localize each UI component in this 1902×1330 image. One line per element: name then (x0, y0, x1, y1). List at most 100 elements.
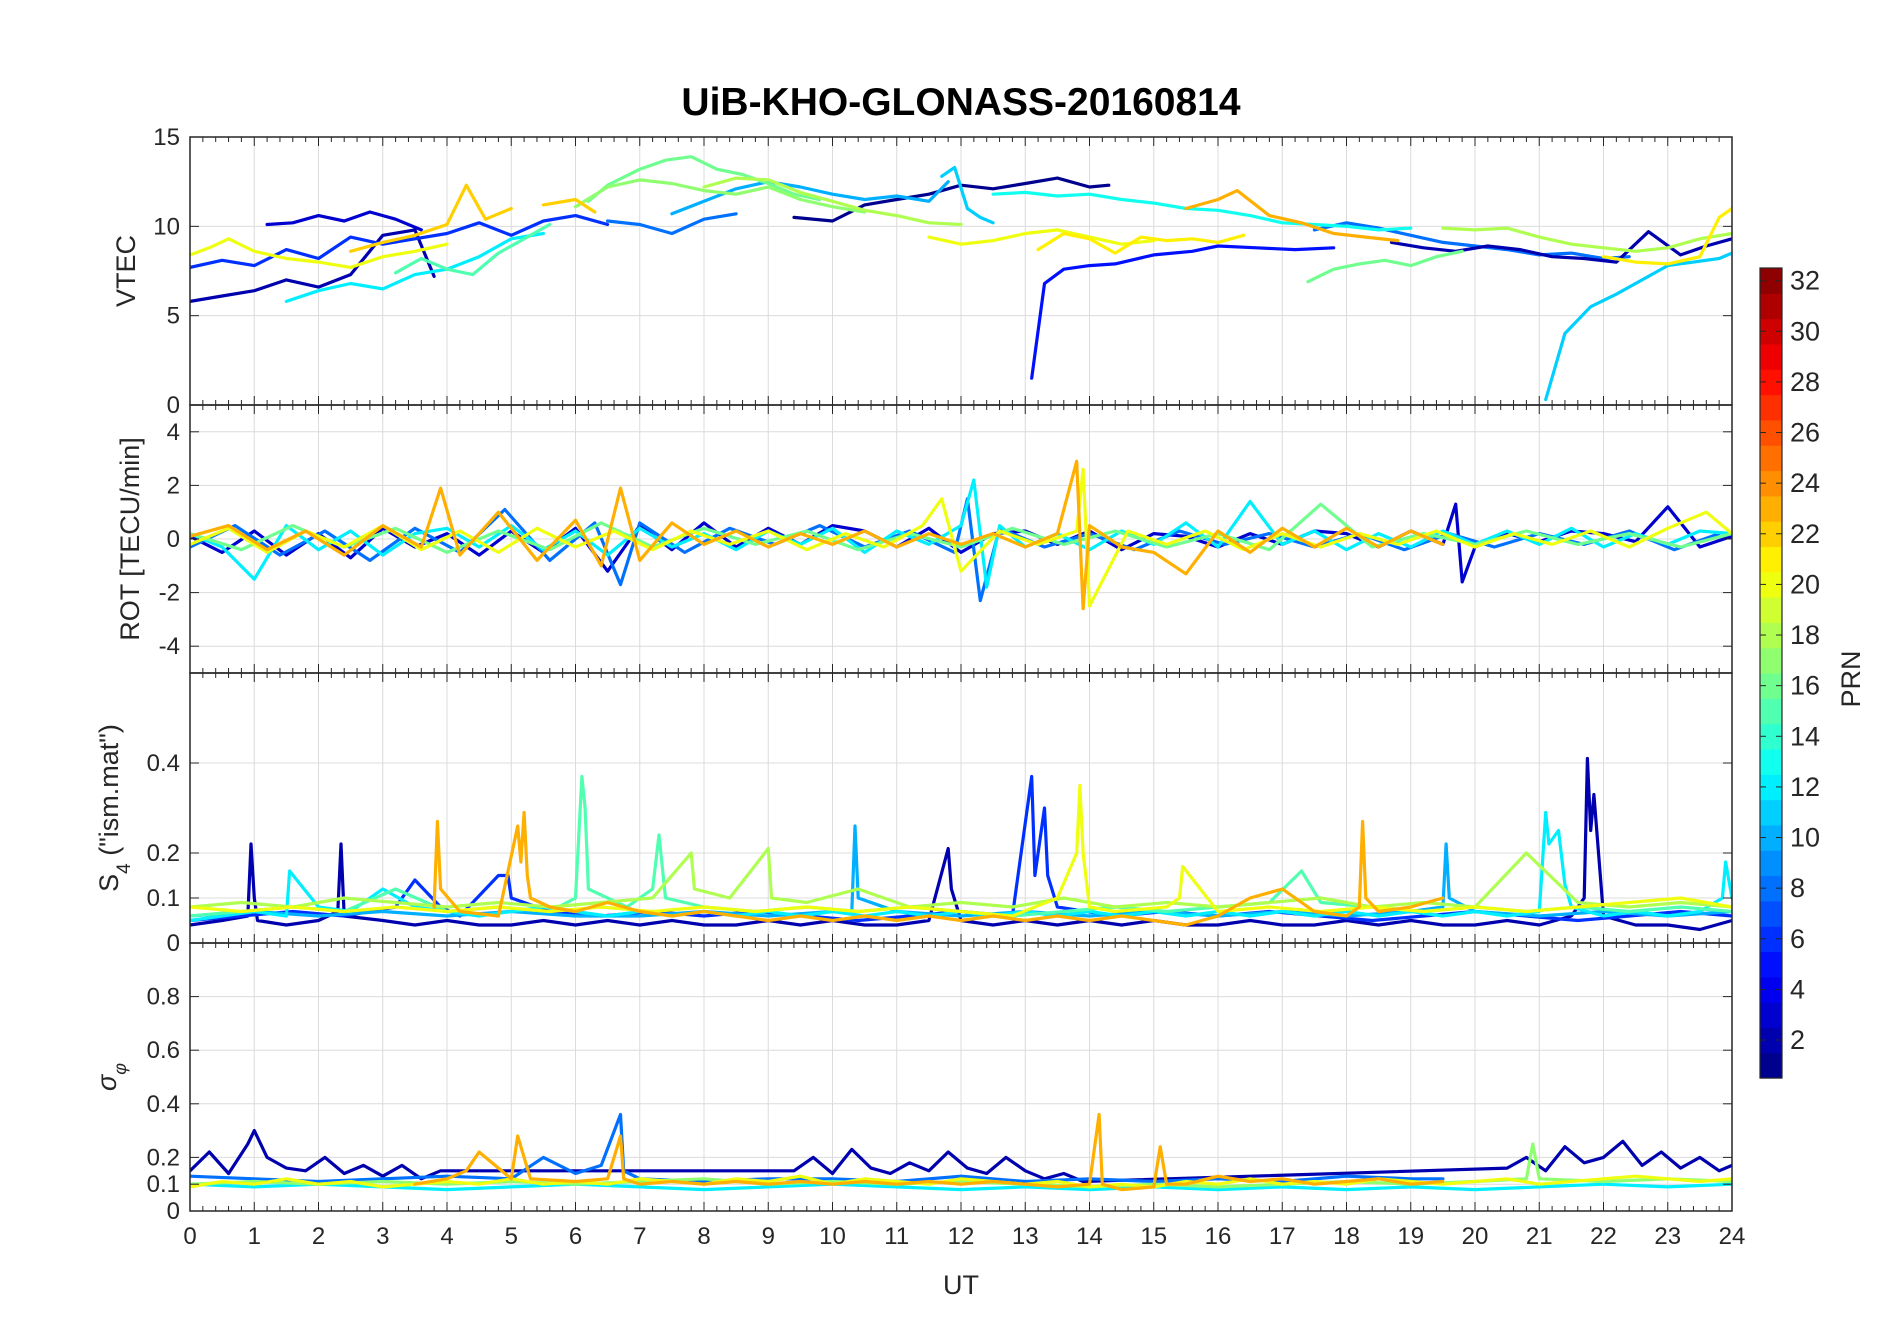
s4-y-label-main: S (94, 874, 124, 892)
colorbar-bin (1760, 597, 1782, 623)
rot-series-prn-20 (190, 467, 1732, 608)
x-tick-label: 15 (1140, 1223, 1167, 1250)
colorbar-bin (1760, 546, 1782, 573)
rot-x-ticks (189, 405, 1733, 673)
vtec-series-prn-12 (284, 231, 546, 303)
panel-sigma_phi: 00.10.20.40.60.80 1 2 3 4 5 6 7 8 9 10 11 12 13 14 15 16… (147, 942, 1746, 1250)
sigma_phi-series-prn-23 (413, 1112, 1445, 1192)
colorbar-bin (1760, 673, 1782, 699)
vtec-series-prn-11 (940, 165, 995, 225)
vtec-series-prn-16 (586, 155, 822, 203)
colorbar-bin (1760, 799, 1782, 826)
sigma-phi-y-label: σφ (92, 1063, 130, 1091)
x-tick-label: 12 (948, 1223, 975, 1250)
vtec-series-prn-2 (1389, 230, 1732, 264)
vtec-grid (189, 136, 1733, 406)
colorbar-bin (1760, 521, 1782, 548)
vtec-series-prn-17 (573, 178, 867, 214)
vtec-series-prn-21 (1601, 206, 1732, 266)
rot-series-prn-12 (190, 478, 1732, 589)
vtec-series-prn-13 (991, 190, 1413, 232)
sigma_phi-series-prn-12 (190, 1182, 1732, 1192)
colorbar-bin (1760, 622, 1782, 649)
colorbar-bin (1760, 571, 1782, 598)
sigma_phi-series-prn-2 (190, 1128, 1732, 1184)
colorbar-bin (1760, 495, 1782, 522)
colorbar-tick-label: 18 (1790, 620, 1820, 650)
x-tick-label: 24 (1719, 1223, 1746, 1250)
rot-series-prn-16 (190, 502, 1732, 555)
vtec-series-prn-2 (190, 228, 436, 303)
chart-title: UiB-KHO-GLONASS-20160814 (681, 81, 1240, 124)
vtec-series-prn-11 (1544, 251, 1732, 402)
vtec-series-group (190, 155, 1732, 402)
x-tick-label: 5 (505, 1223, 518, 1250)
vtec-series-prn-6 (190, 214, 610, 269)
x-tick-label: 17 (1269, 1223, 1296, 1250)
vtec-y-tick-label: 5 (167, 303, 180, 330)
x-tick-label: 8 (697, 1223, 710, 1250)
colorbar-tick-label: 26 (1790, 418, 1820, 448)
vtec-series-prn-18 (1441, 226, 1732, 253)
colorbar-bin (1760, 723, 1782, 750)
s4-series-group (190, 756, 1732, 932)
panel-vtec: 0 5 10 15 (153, 124, 1733, 419)
s4-y-tick-label: 0.4 (147, 750, 180, 777)
colorbar-bin (1760, 850, 1782, 877)
sigma_phi-y-tick-label: 0.4 (147, 1091, 180, 1118)
x-tick-label: 9 (762, 1223, 775, 1250)
x-axis-label: UT (943, 1270, 979, 1300)
vtec-series-prn-1 (792, 176, 1111, 223)
colorbar-tick-label: 24 (1790, 468, 1820, 498)
s4-y-tick-label: 0 (167, 930, 180, 957)
colorbar-label: PRN (1836, 650, 1866, 707)
colorbar-tick-label: 22 (1790, 519, 1820, 549)
sigma_phi-y-tick-label: 0 (167, 1198, 180, 1225)
x-tick-label: 7 (633, 1223, 646, 1250)
x-tick-label: 22 (1590, 1223, 1617, 1250)
x-tick-label: 18 (1333, 1223, 1360, 1250)
colorbar-bin (1760, 343, 1782, 370)
colorbar-tick-label: 14 (1790, 721, 1820, 751)
colorbar-bin (1760, 369, 1782, 396)
x-tick-label: 6 (569, 1223, 582, 1250)
x-tick-label: 11 (884, 1223, 909, 1250)
x-tick-label: 2 (312, 1223, 325, 1250)
vtec-y-tick-label: 15 (153, 124, 180, 151)
x-tick-label: 1 (248, 1223, 261, 1250)
rot-y-tick-label: 4 (167, 419, 180, 446)
colorbar-tick-label: 8 (1790, 873, 1805, 903)
colorbar-bin (1760, 698, 1782, 725)
x-tick-label: 13 (1012, 1223, 1039, 1250)
rot-y-tick-label: 2 (167, 472, 180, 499)
colorbar-tick-label: 28 (1790, 367, 1820, 397)
s4-y-label-rest: ("ism.mat") (94, 724, 124, 863)
vtec-series-prn-8 (605, 212, 738, 236)
vtec-series-prn-20 (927, 228, 1156, 246)
vtec-series-prn-15 (394, 222, 552, 277)
vtec-series-prn-22 (349, 183, 513, 253)
colorbar-bin (1760, 318, 1782, 345)
colorbar-bin (1760, 445, 1782, 472)
vtec-y-tick-label: 10 (153, 213, 180, 240)
panel-s4: 0 0.1 0.2 0.4 (147, 672, 1733, 957)
colorbar-bin (1760, 1052, 1782, 1079)
x-tick-label: 19 (1397, 1223, 1424, 1250)
sigma_phi-y-tick-label: 0.2 (147, 1144, 180, 1171)
colorbar-bin (1760, 470, 1782, 497)
colorbar-bin (1760, 926, 1782, 953)
colorbar-tick-label: 4 (1790, 974, 1805, 1004)
colorbar-tick-label: 20 (1790, 569, 1820, 599)
sigma_phi-series-prn-20 (190, 1174, 1732, 1189)
sigma-phi-y-label-main: σ (92, 1073, 122, 1091)
rot-y-tick-label: 0 (167, 526, 180, 553)
colorbar-bin (1760, 647, 1782, 674)
x-tick-label: 23 (1654, 1223, 1681, 1250)
colorbar-bin (1760, 774, 1782, 801)
colorbar-bin (1760, 976, 1782, 1003)
x-tick-label: 3 (376, 1223, 389, 1250)
vtec-x-ticks (189, 137, 1733, 405)
vtec-y-tick-label: 0 (167, 392, 180, 419)
